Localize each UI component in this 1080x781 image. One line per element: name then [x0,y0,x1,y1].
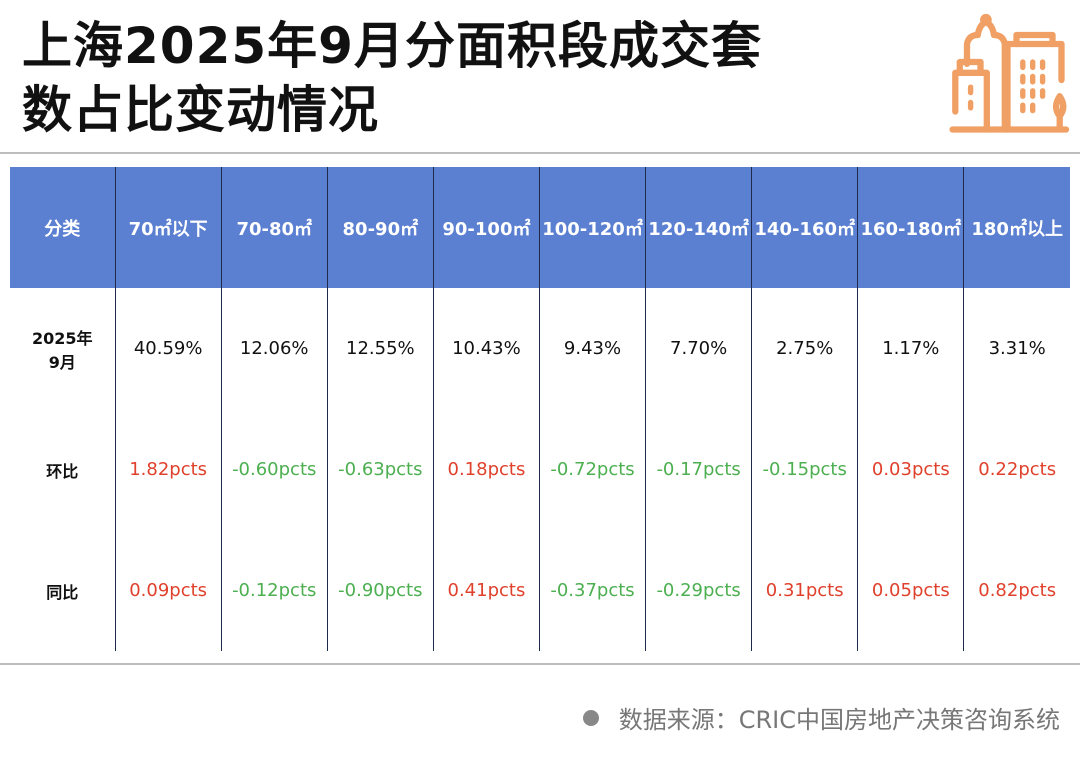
row-label: 环比 [46,461,79,481]
table-cell: 0.05pcts [857,530,964,651]
table-cell: 12.06% [220,288,328,409]
column-header: 140-160㎡ [751,167,858,288]
table-cell: 1.17% [857,288,964,409]
table-cell: -0.15pcts [751,409,858,530]
page-title: 上海2025年9月分面积段成交套 数占比变动情况 [22,14,762,142]
table-cell: 0.22pcts [963,409,1070,530]
table-cell: 3.31% [963,288,1070,409]
table-cell: -0.63pcts [326,409,434,530]
column-header: 120-140㎡ [645,167,752,288]
table-cell: 0.31pcts [751,530,858,651]
top-divider [0,152,1080,154]
column-header: 160-180㎡ [857,167,964,288]
table-row: 同比 0.09pcts -0.12pcts -0.90pcts 0.41pcts -0.3… [10,530,1070,651]
table-cell: 10.43% [432,288,540,409]
table-header-row: 分类 70㎡以下 70-80㎡ 80-90㎡ 90-100㎡ 100-120㎡ 120-14… [10,167,1070,288]
table-cell: -0.37pcts [538,530,646,651]
table-cell: 0.18pcts [432,409,540,530]
city-buildings-icon [949,13,1070,133]
column-header: 90-100㎡ [432,167,540,288]
table-cell: 2.75% [751,288,858,409]
title-line-1: 上海2025年9月分面积段成交套 [22,17,762,75]
column-header: 70㎡以下 [114,167,222,288]
table-cell: -0.17pcts [645,409,752,530]
table-cell: 0.82pcts [963,530,1070,651]
table-cell: 0.41pcts [432,530,540,651]
column-header: 100-120㎡ [538,167,646,288]
table-cell: 7.70% [645,288,752,409]
table-cell: -0.90pcts [326,530,434,651]
table-cell: -0.29pcts [645,530,752,651]
column-header: 分类 [10,167,116,288]
bottom-divider [0,663,1080,665]
bullet-dot-icon [582,709,599,726]
table-cell: 0.09pcts [114,530,222,651]
title-line-2: 数占比变动情况 [22,81,379,139]
table-cell: -0.60pcts [220,409,328,530]
table-cell: -0.12pcts [220,530,328,651]
table-cell: 40.59% [114,288,222,409]
source-text: 数据来源：CRIC中国房地产决策咨询系统 [618,706,1060,734]
table-row: 2025年 9月 40.59% 12.06% 12.55% 10.43% 9.43% 7.7… [10,288,1070,409]
row-label: 同比 [46,582,79,602]
table-cell: 1.82pcts [114,409,222,530]
table-cell: 9.43% [538,288,646,409]
row-label: 2025年 9月 [32,328,93,372]
source-note: 数据来源：CRIC中国房地产决策咨询系统 [582,700,1060,735]
column-header: 80-90㎡ [326,167,434,288]
table-cell: 0.03pcts [857,409,964,530]
table-cell: 12.55% [326,288,434,409]
column-header: 180㎡以上 [963,167,1070,288]
table-row: 环比 1.82pcts -0.60pcts -0.63pcts 0.18pcts -0.7… [10,409,1070,530]
area-share-table: 分类 70㎡以下 70-80㎡ 80-90㎡ 90-100㎡ 100-120㎡ 120-14… [10,167,1070,651]
column-header: 70-80㎡ [220,167,328,288]
table-cell: -0.72pcts [538,409,646,530]
